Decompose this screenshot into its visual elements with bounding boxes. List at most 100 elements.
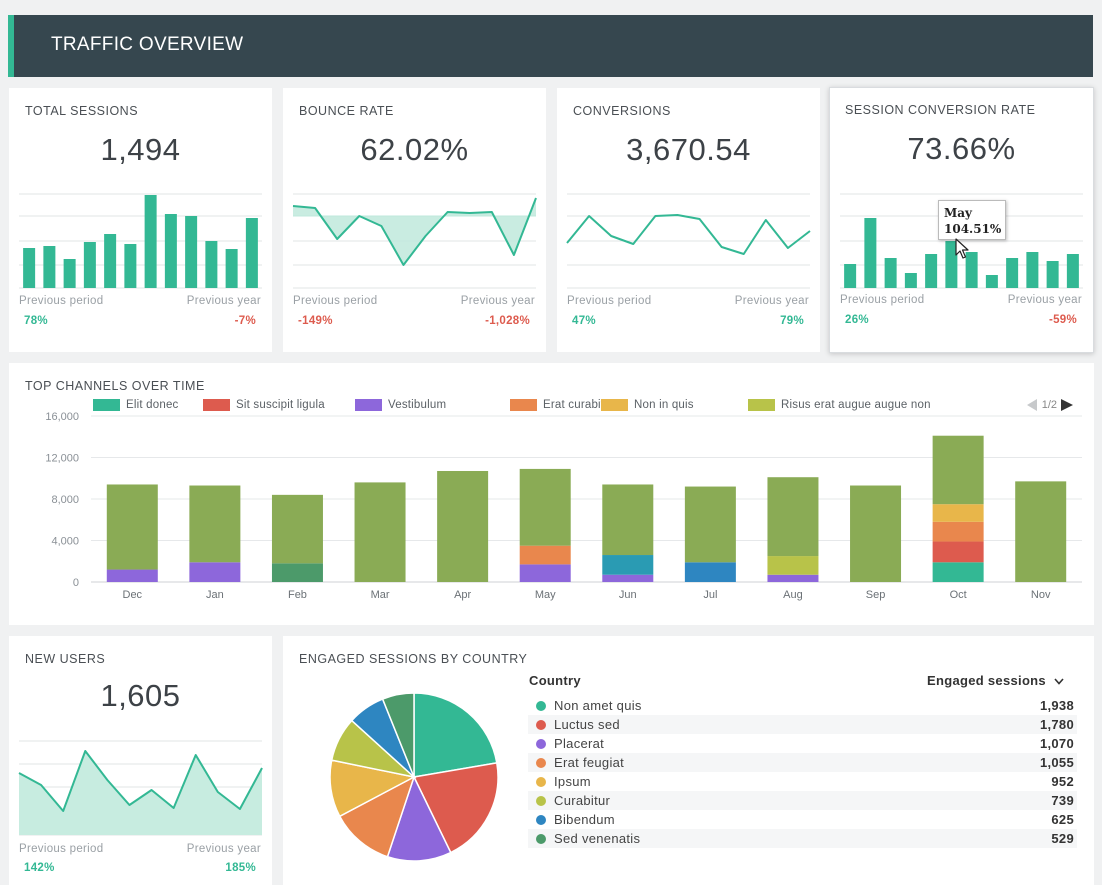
channels-stacked-bar-chart[interactable]: 0 4,000 8,000 12,000 16,000 Dec Jan Feb Mar Apr Ma… (9, 363, 1094, 625)
kpi-value: 73.66% (907, 131, 1016, 166)
stacked-bar-segment (1015, 481, 1067, 582)
stacked-bar-segment (437, 470, 489, 582)
x-tick-label: Nov (1031, 589, 1051, 601)
legend-swatch (93, 399, 120, 411)
sparkline-bar (1006, 258, 1019, 288)
table-row[interactable]: Ipsum 952 (528, 772, 1077, 791)
prev-period-label: Previous period (840, 294, 925, 306)
chevron-right-icon[interactable] (1061, 399, 1073, 411)
legend-pager: 1/2 (1026, 399, 1073, 411)
sparkline-chart[interactable] (9, 88, 272, 352)
legend-item[interactable]: Elit donec (93, 399, 179, 411)
prev-year-label: Previous year (186, 295, 261, 307)
stacked-bar-segment (767, 556, 819, 575)
engaged-sessions-value: 1,055 (1039, 755, 1074, 770)
sparkline-bar (23, 248, 36, 288)
area-line (18, 750, 263, 812)
country-pie-chart[interactable] (324, 690, 504, 870)
table-row[interactable]: Sed venenatis 529 (528, 829, 1077, 848)
sparkline-bar (164, 214, 177, 288)
table-row[interactable]: Luctus sed 1,780 (528, 715, 1077, 734)
sparkline-bar (884, 258, 897, 288)
kpi-card-total-sessions[interactable]: TOTAL SESSIONS 1,494 Previous period Pre… (9, 88, 272, 352)
prev-period-label: Previous period (19, 843, 104, 855)
country-name: Placerat (554, 736, 605, 751)
series-color-dot (536, 739, 546, 749)
sparkline-bar (205, 241, 218, 288)
sparkline-bar (43, 246, 56, 288)
pie-slice (381, 692, 415, 778)
sparkline-chart[interactable] (557, 88, 820, 352)
stacked-bar-segment (932, 562, 984, 582)
sparkline-bar (1046, 261, 1059, 288)
kpi-value: 62.02% (360, 132, 469, 167)
sparkline-bar (124, 244, 137, 288)
table-row[interactable]: Placerat 1,070 (528, 734, 1077, 753)
table-row[interactable]: Erat feugiat 1,055 (528, 753, 1077, 772)
new-users-card[interactable]: NEW USERS 1,605 Previous period Previous… (9, 636, 272, 885)
y-tick-label: 0 (73, 577, 79, 589)
legend-item[interactable]: Vestibulum (355, 399, 446, 411)
x-tick-label: Oct (950, 589, 967, 601)
kpi-title: BOUNCE RATE (299, 104, 394, 118)
x-tick-label: Aug (783, 589, 803, 601)
series-color-dot (536, 796, 546, 806)
prev-year-value: -7% (234, 315, 256, 327)
x-tick-label: Apr (454, 589, 471, 601)
legend-item[interactable]: Sit suscipit ligula (203, 399, 325, 411)
y-tick-label: 8,000 (51, 494, 79, 506)
stacked-bar-segment (189, 562, 241, 582)
legend-label: Erat curabitur (543, 399, 615, 411)
sparkline-bar (104, 234, 117, 288)
legend-item[interactable]: Non in quis (601, 399, 694, 411)
prev-year-label: Previous year (734, 295, 809, 307)
y-tick-label: 4,000 (51, 536, 79, 548)
legend-swatch (601, 399, 628, 411)
sparkline-bar (965, 252, 978, 288)
chevron-left-icon[interactable] (1026, 399, 1038, 411)
column-header-label: Engaged sessions (927, 673, 1046, 688)
column-header-engaged-sessions[interactable]: Engaged sessions (927, 673, 1064, 688)
sparkline-line (292, 197, 537, 266)
prev-year-value: 185% (225, 862, 256, 874)
kpi-card-conversions[interactable]: CONVERSIONS 3,670.54 Previous period Pre… (557, 88, 820, 352)
country-name: Sed venenatis (554, 831, 641, 846)
sparkline-chart[interactable] (830, 88, 1093, 352)
prev-period-value: 26% (845, 314, 869, 326)
engaged-sessions-value: 1,070 (1039, 736, 1074, 751)
sparkline-bar (925, 254, 938, 288)
new-users-area-chart[interactable] (9, 636, 272, 885)
sparkline-bar (985, 275, 998, 288)
sparkline-chart[interactable] (283, 88, 546, 352)
sparkline-bar (185, 216, 198, 288)
stacked-bar-segment (519, 545, 571, 565)
column-header-country[interactable]: Country (529, 673, 581, 688)
stacked-bar-segment (519, 564, 571, 582)
series-color-dot (536, 701, 546, 711)
x-tick-label: Mar (371, 589, 390, 601)
kpi-card-session-conversion-rate[interactable]: SESSION CONVERSION RATE 73.66% May 104.5… (829, 87, 1094, 353)
sparkline-bar (844, 264, 857, 288)
legend-swatch (203, 399, 230, 411)
table-row[interactable]: Curabitur 739 (528, 791, 1077, 810)
legend-item[interactable]: Erat curabitur (510, 399, 615, 411)
legend-item[interactable]: Risus erat augue augue non (748, 399, 931, 411)
legend-swatch (510, 399, 537, 411)
stacked-bar-segment (932, 521, 984, 542)
x-tick-label: May (535, 589, 556, 601)
country-name: Non amet quis (554, 698, 642, 713)
prev-year-label: Previous year (186, 843, 261, 855)
legend-swatch (355, 399, 382, 411)
table-row[interactable]: Bibendum 625 (528, 810, 1077, 829)
kpi-card-bounce-rate[interactable]: BOUNCE RATE 62.02% Previous period Previ… (283, 88, 546, 352)
legend-label: Sit suscipit ligula (236, 399, 325, 411)
table-row[interactable]: Non amet quis 1,938 (528, 696, 1077, 715)
x-tick-label: Sep (866, 589, 886, 601)
stacked-bar-segment (767, 574, 819, 582)
stacked-bar-segment (189, 485, 241, 563)
new-users-value: 1,605 (100, 678, 181, 713)
prev-year-value: -1,028% (485, 315, 530, 327)
chevron-down-icon[interactable] (1054, 678, 1064, 685)
page-title: TRAFFIC OVERVIEW (51, 34, 244, 55)
engaged-sessions-value: 1,938 (1039, 698, 1074, 713)
